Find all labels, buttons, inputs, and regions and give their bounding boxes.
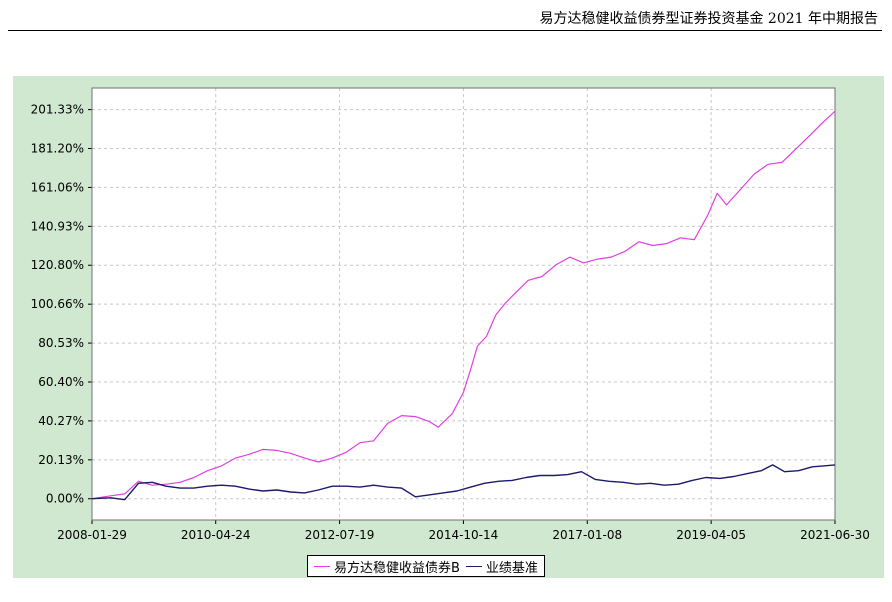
legend-swatch-fund	[314, 565, 330, 567]
y-tick-label: 40.27%	[38, 414, 84, 428]
legend-item-benchmark: 业绩基准	[465, 557, 538, 576]
plot-border	[91, 87, 836, 521]
x-tick-label: 2021-06-30	[800, 528, 870, 542]
y-tick-label: 181.20%	[31, 141, 84, 155]
x-tick-label: 2019-04-05	[676, 528, 746, 542]
fund-series-line	[91, 110, 836, 500]
y-tick-label: 0.00%	[46, 492, 84, 506]
x-tick-label: 2017-01-08	[552, 528, 622, 542]
x-tick-label: 2014-10-14	[429, 528, 499, 542]
legend-item-fund: 易方达稳健收益债券B	[314, 557, 460, 576]
x-tick-label: 2008-01-29	[57, 528, 127, 542]
y-tick-label: 120.80%	[31, 258, 84, 272]
report-header-title: 易方达稳健收益债券型证券投资基金 2021 年中期报告	[539, 11, 878, 27]
benchmark-series-line	[91, 464, 836, 501]
legend-label-benchmark: 业绩基准	[485, 560, 538, 576]
legend-label-fund: 易方达稳健收益债券B	[334, 560, 460, 576]
y-tick-label: 60.40%	[38, 375, 84, 389]
chart-legend: 易方达稳健收益债券B 业绩基准	[307, 555, 545, 577]
y-tick-label: 100.66%	[31, 297, 84, 311]
x-tick-label: 2012-07-19	[305, 528, 375, 542]
y-tick-label: 80.53%	[38, 336, 84, 350]
header-divider	[8, 30, 882, 31]
legend-swatch-benchmark	[465, 565, 482, 567]
y-tick-label: 161.06%	[31, 180, 84, 194]
y-tick-label: 201.33%	[31, 103, 84, 117]
x-tick-label: 2010-04-24	[181, 528, 251, 542]
y-tick-label: 20.13%	[38, 453, 84, 467]
y-tick-label: 140.93%	[31, 219, 84, 233]
